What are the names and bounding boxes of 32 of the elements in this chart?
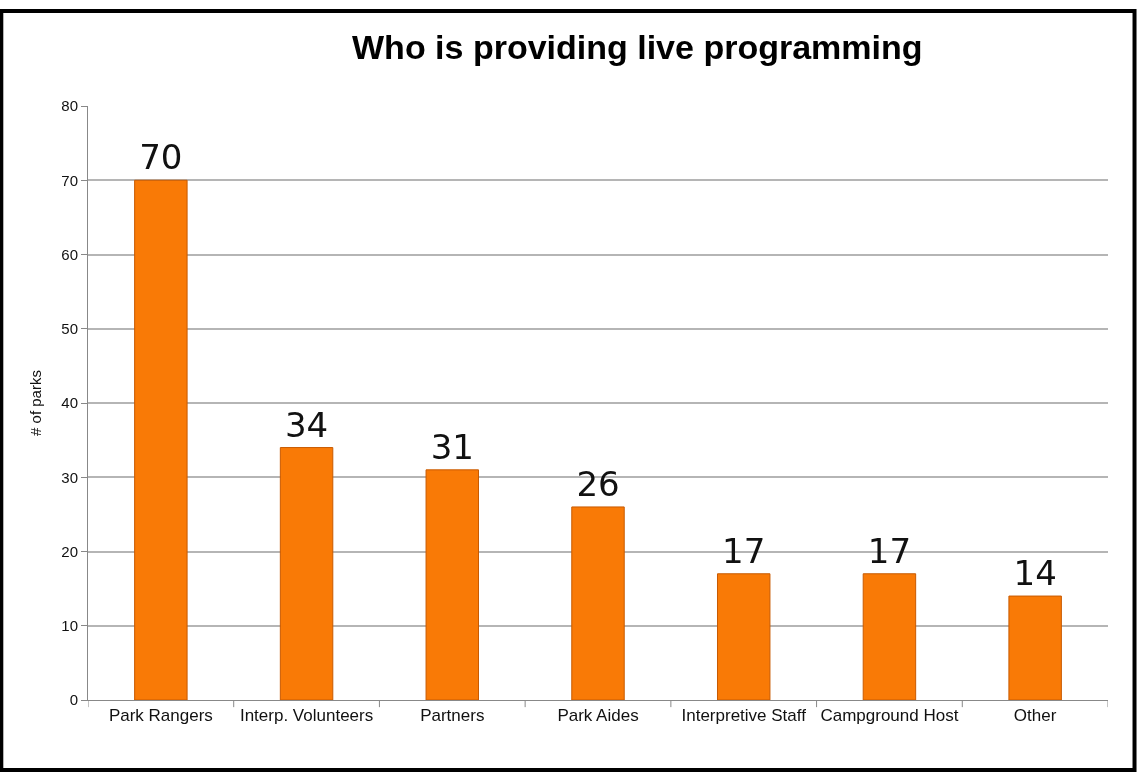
x-tick-label: Interpretive Staff [681,706,807,726]
bar [862,573,917,700]
x-tick-label: Other [1013,706,1057,726]
y-tick-label: 70 [61,171,78,189]
data-label: 26 [576,463,620,504]
chart-title: Who is providing live programming [352,27,923,66]
bar [571,506,625,700]
y-tick-label: 50 [61,320,78,337]
y-tick-label: 30 [61,468,78,486]
bar [134,179,188,700]
y-tick-label: 80 [61,97,78,115]
x-tick-label: Campground Host [820,706,959,726]
data-label: 17 [867,530,912,571]
y-tick-label: 20 [61,542,78,560]
x-tick-label: Interp. Volunteers [239,706,374,726]
data-label: 31 [430,426,474,467]
x-tick-label: Park Rangers [108,706,213,726]
data-label: 17 [722,530,766,571]
bar [279,447,334,700]
bar [425,469,480,700]
y-tick-label: 0 [69,691,78,709]
x-tick-label: Partners [420,706,485,726]
x-tick-label: Park Aides [557,706,639,726]
bar [716,573,771,700]
bar [1008,595,1062,700]
data-label: 70 [139,137,183,178]
y-tick-label: 40 [61,394,78,412]
data-label: 14 [1013,553,1057,594]
y-axis-title: # of parks [26,370,44,436]
y-tick-label: 60 [61,245,78,263]
data-label: 34 [284,404,329,445]
y-tick-label: 10 [61,617,78,634]
